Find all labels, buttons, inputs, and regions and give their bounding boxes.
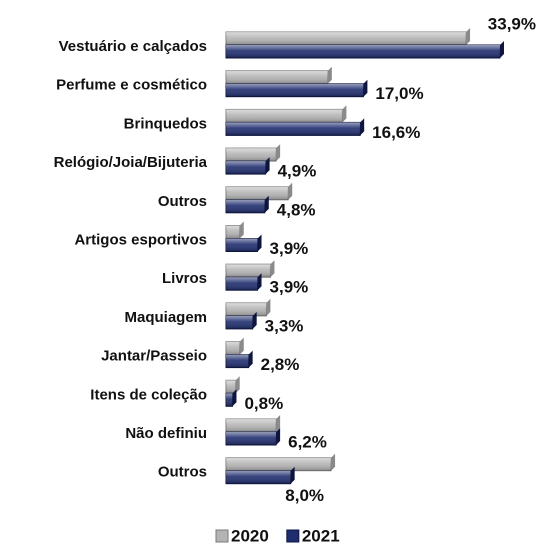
bar-end [363, 79, 368, 97]
value-label: 3,9% [270, 239, 309, 258]
bar-shine [226, 45, 500, 58]
bar-shine [226, 70, 328, 84]
value-label: 33,9% [488, 14, 536, 33]
legend-label: 2021 [302, 526, 340, 544]
bar-end [257, 273, 262, 291]
value-label: 4,8% [277, 200, 316, 219]
category-label: Não definiu [125, 425, 207, 442]
bar-shine [226, 161, 266, 175]
bar-end [276, 144, 281, 162]
bar-shine [226, 277, 258, 291]
value-label: 2,8% [261, 355, 300, 374]
bar-end [235, 376, 240, 394]
category-label: Perfume e cosmético [56, 77, 207, 94]
category-label: Relógio/Joia/Bijuteria [54, 154, 208, 171]
value-label: 0,8% [244, 394, 283, 413]
bar-end [466, 28, 471, 45]
bar-shine [226, 238, 258, 252]
value-label: 4,9% [278, 162, 317, 181]
legend-swatch [215, 529, 229, 543]
bar-end [248, 350, 253, 368]
legend-label: 2020 [231, 526, 269, 544]
bar-end [331, 453, 336, 471]
bar-shine [226, 83, 364, 97]
bar-end [239, 221, 244, 239]
category-label: Maquiagem [124, 309, 207, 326]
plot-area: Vestuário e calçados 33,9% Perfume e cosmé… [54, 14, 536, 505]
bar-end [290, 466, 295, 484]
bar-shine [226, 354, 249, 368]
bar-shine [226, 264, 271, 278]
bar-shine [226, 199, 265, 213]
bar-shine [226, 457, 332, 471]
bar-end [327, 66, 332, 84]
category-label: Brinquedos [124, 115, 207, 132]
bar-shine [226, 122, 361, 136]
legend-swatch [286, 529, 300, 543]
category-label: Jantar/Passeio [101, 348, 207, 365]
bar-end [288, 182, 293, 200]
bar-shine [226, 302, 267, 316]
bar-shine [226, 32, 467, 45]
bar-end [360, 118, 365, 136]
bar-end [252, 311, 257, 329]
bar-end [265, 157, 270, 175]
bar-end [239, 337, 244, 355]
bar-end [276, 415, 281, 432]
value-label: 3,3% [265, 316, 304, 335]
bar-shine [226, 225, 240, 239]
category-label: Itens de coleção [90, 386, 207, 403]
legend: 2020 2021 [215, 526, 340, 545]
category-label: Artigos esportivos [74, 231, 207, 248]
value-label: 3,9% [270, 278, 309, 297]
bar-end [270, 260, 275, 278]
value-label: 16,6% [372, 123, 420, 142]
bar-end [276, 428, 281, 445]
bar-end [500, 41, 504, 58]
bar-shine [226, 380, 236, 394]
bar-shine [226, 393, 233, 407]
bar-shine [226, 432, 277, 445]
category-label: Livros [162, 270, 207, 287]
category-label: Outros [158, 464, 207, 481]
value-label: 6,2% [288, 432, 327, 451]
bar-shine [226, 419, 277, 432]
bar-end [266, 298, 271, 316]
bar-shine [226, 315, 253, 329]
bar-shine [226, 109, 343, 123]
category-label: Vestuário e calçados [59, 38, 207, 55]
bar-shine [226, 148, 277, 162]
value-label: 17,0% [375, 84, 423, 103]
bar-shine [226, 470, 291, 484]
value-label: 8,0% [285, 486, 324, 505]
category-label: Outros [158, 193, 207, 210]
bar-end [264, 195, 269, 213]
bar-shine [226, 341, 240, 355]
bar-end [232, 389, 237, 407]
bar-end [342, 105, 347, 123]
bar-shine [226, 186, 289, 200]
bar-end [257, 234, 262, 252]
